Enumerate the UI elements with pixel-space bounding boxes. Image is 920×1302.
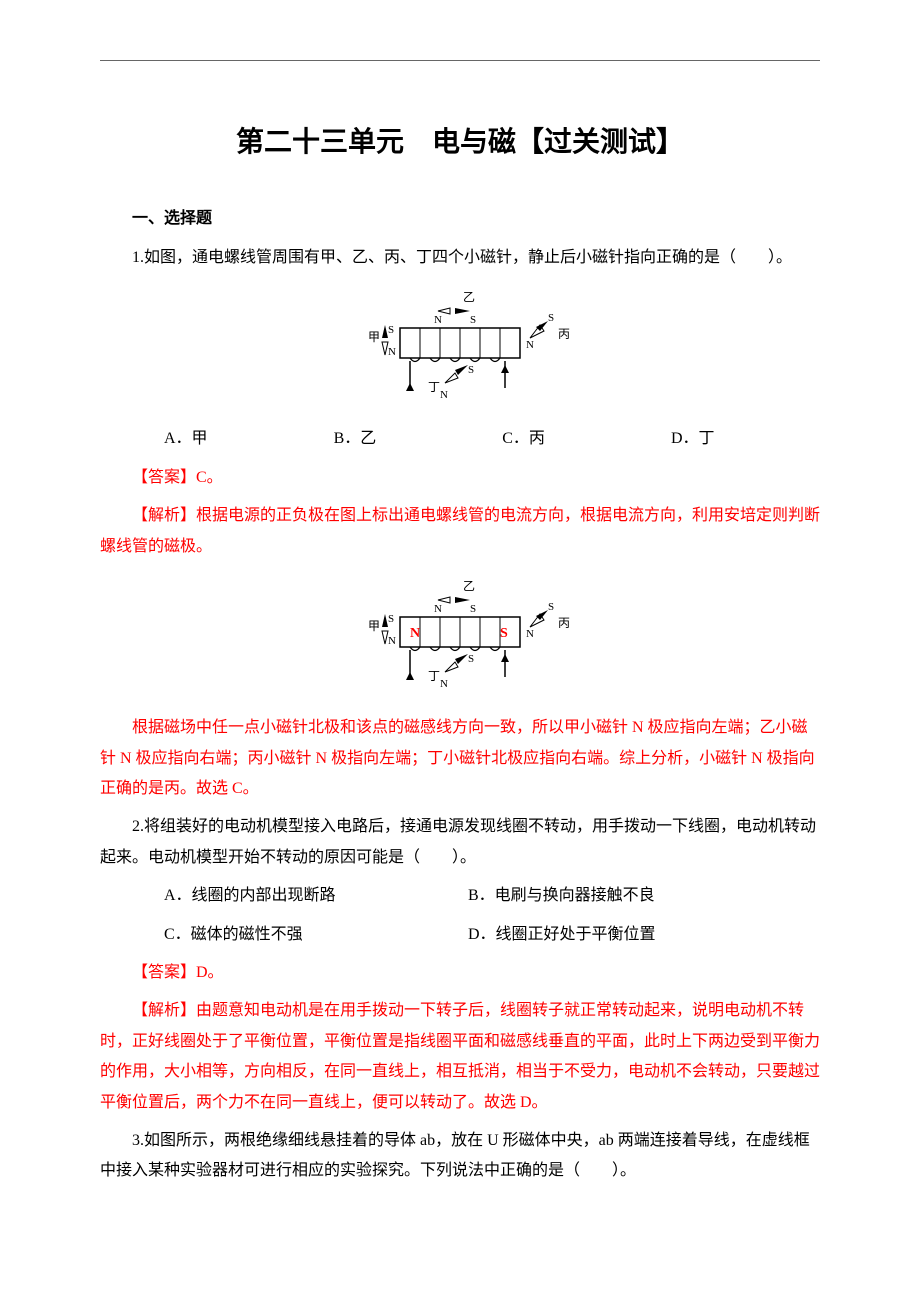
svg-text:N: N [440, 389, 448, 401]
svg-text:N: N [410, 626, 420, 641]
svg-text:丙: 丙 [558, 327, 570, 341]
q2-expl: 【解析】由题意知电动机是在用手拨动一下转子后，线圈转子就正常转动起来，说明电动机… [100, 996, 820, 1118]
svg-text:S: S [468, 653, 474, 665]
svg-text:S: S [388, 613, 394, 625]
label-jia: 甲 [368, 330, 380, 344]
section-heading: 一、选择题 [100, 204, 820, 234]
solenoid-diagram-2: N S 甲 S N 乙 N S 丙 S N 丁 S N [330, 572, 590, 692]
svg-text:N: N [434, 603, 442, 615]
q1-answer: 【答案】C。 [100, 463, 820, 493]
svg-text:S: S [468, 364, 474, 376]
svg-text:丁: 丁 [428, 380, 440, 394]
q1-stem: 1.如图，通电螺线管周围有甲、乙、丙、丁四个小磁针，静止后小磁针指向正确的是（ … [100, 243, 820, 273]
svg-text:N: N [434, 314, 442, 326]
svg-text:S: S [470, 314, 476, 326]
svg-text:S: S [470, 603, 476, 615]
solenoid-diagram-1: 甲 S N 乙 N S 丙 S N 丁 S N [330, 283, 590, 403]
q2-options-row2: C．磁体的磁性不强 D．线圈正好处于平衡位置 [100, 920, 820, 950]
svg-text:N: N [388, 635, 396, 647]
q1-figure-2: N S 甲 S N 乙 N S 丙 S N 丁 S N [100, 572, 820, 703]
q1-optA: A．甲 [132, 424, 208, 454]
svg-text:S: S [548, 312, 554, 324]
q2-answer: 【答案】D。 [100, 958, 820, 988]
svg-text:N: N [526, 628, 534, 640]
svg-text:S: S [388, 324, 394, 336]
svg-text:甲: 甲 [368, 619, 380, 633]
svg-text:N: N [526, 339, 534, 351]
q2-optC: C．磁体的磁性不强 [132, 920, 432, 950]
q1-options: A．甲 B．乙 C．丙 D．丁 [100, 424, 820, 454]
q2-optA: A．线圈的内部出现断路 [132, 881, 432, 911]
svg-text:乙: 乙 [463, 290, 475, 304]
q2-options-row1: A．线圈的内部出现断路 B．电刷与换向器接触不良 [100, 881, 820, 911]
q1-expl1: 【解析】根据电源的正负极在图上标出通电螺线管的电流方向，根据电流方向，利用安培定… [100, 501, 820, 562]
page-title: 第二十三单元 电与磁【过关测试】 [100, 116, 820, 169]
q2-stem: 2.将组装好的电动机模型接入电路后，接通电源发现线圈不转动，用手拨动一下线圈，电… [100, 812, 820, 873]
svg-text:丁: 丁 [428, 669, 440, 683]
q1-optD: D．丁 [639, 424, 715, 454]
svg-text:N: N [440, 678, 448, 690]
top-rule [100, 60, 820, 61]
svg-text:丙: 丙 [558, 616, 570, 630]
svg-text:S: S [500, 626, 508, 641]
q1-figure: 甲 S N 乙 N S 丙 S N 丁 S N [100, 283, 820, 414]
q1-optB: B．乙 [302, 424, 377, 454]
svg-text:S: S [548, 601, 554, 613]
svg-text:N: N [388, 346, 396, 358]
svg-text:乙: 乙 [463, 579, 475, 593]
q3-stem: 3.如图所示，两根绝缘细线悬挂着的导体 ab，放在 U 形磁体中央，ab 两端连… [100, 1126, 820, 1187]
q1-expl2: 根据磁场中任一点小磁针北极和该点的磁感线方向一致，所以甲小磁针 N 极应指向左端… [100, 713, 820, 804]
q1-optC: C．丙 [470, 424, 545, 454]
q2-optB: B．电刷与换向器接触不良 [436, 881, 736, 911]
q2-optD: D．线圈正好处于平衡位置 [436, 920, 736, 950]
